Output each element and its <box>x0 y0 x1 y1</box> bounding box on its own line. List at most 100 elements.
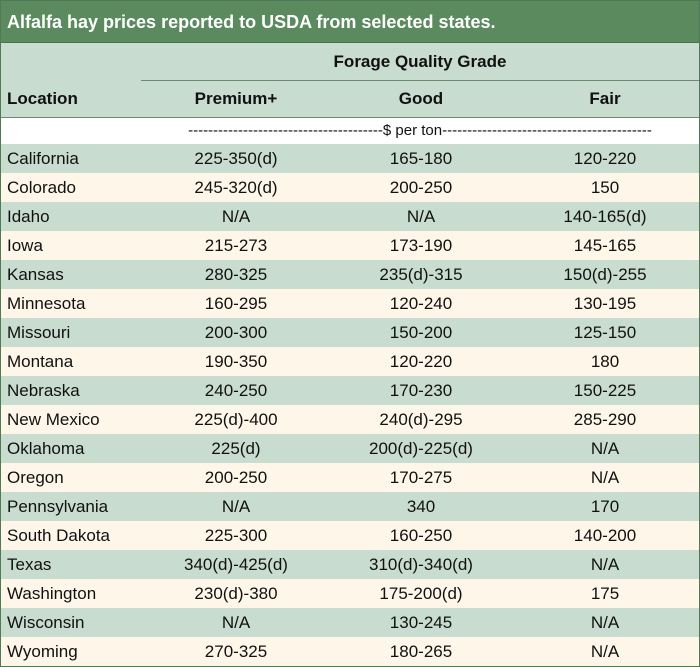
table-row: Oklahoma 225(d) 200(d)-225(d) N/A <box>1 434 699 463</box>
fair-price-cell: 130-195 <box>573 294 637 313</box>
good-price-cell: 310(d)-340(d) <box>369 555 473 574</box>
good-price-cell: 240(d)-295 <box>379 410 463 429</box>
location-cell: Colorado <box>7 178 76 197</box>
fair-price-cell: 150-225 <box>573 381 637 400</box>
premium-price-cell: 190-350 <box>204 352 268 371</box>
fair-price-cell: N/A <box>590 613 620 632</box>
forage-quality-grade-header: Forage Quality Grade <box>141 43 699 81</box>
good-price-cell: N/A <box>406 207 436 226</box>
premium-price-cell: 280-325 <box>204 265 268 284</box>
premium-price-cell: 225(d) <box>211 439 261 458</box>
table-row: South Dakota 225-300 160-250 140-200 <box>1 521 699 550</box>
table-row: Iowa 215-273 173-190 145-165 <box>1 231 699 260</box>
good-price-cell: 160-250 <box>389 526 453 545</box>
table-row: Wyoming 270-325 180-265 N/A <box>1 637 699 666</box>
fair-price-cell: N/A <box>590 642 620 661</box>
premium-price-cell: N/A <box>221 207 251 226</box>
premium-price-cell: N/A <box>221 497 251 516</box>
premium-price-cell: 200-300 <box>204 323 268 342</box>
premium-column-header: Premium+ <box>194 89 278 108</box>
good-price-cell: 120-220 <box>389 352 453 371</box>
table-row: California 225-350(d) 165-180 120-220 <box>1 144 699 173</box>
fair-price-cell: N/A <box>590 555 620 574</box>
premium-price-cell: N/A <box>221 613 251 632</box>
premium-price-cell: 225(d)-400 <box>194 410 278 429</box>
table-row: Nebraska 240-250 170-230 150-225 <box>1 376 699 405</box>
location-cell: Minnesota <box>7 294 86 313</box>
fair-column-header: Fair <box>589 89 621 108</box>
good-price-cell: 150-200 <box>389 323 453 342</box>
table-row: Idaho N/A N/A 140-165(d) <box>1 202 699 231</box>
fair-price-cell: 150(d)-255 <box>563 265 647 284</box>
good-price-cell: 170-230 <box>389 381 453 400</box>
good-price-cell: 173-190 <box>389 236 453 255</box>
good-price-cell: 130-245 <box>389 613 453 632</box>
premium-price-cell: 270-325 <box>204 642 268 661</box>
table-row: Montana 190-350 120-220 180 <box>1 347 699 376</box>
table-row: Pennsylvania N/A 340 170 <box>1 492 699 521</box>
fair-price-cell: 140-200 <box>573 526 637 545</box>
location-cell: Texas <box>7 555 52 574</box>
location-cell: Washington <box>7 584 97 603</box>
good-price-cell: 200(d)-225(d) <box>369 439 473 458</box>
fair-price-cell: 140-165(d) <box>563 207 647 226</box>
location-cell: Oklahoma <box>7 439 85 458</box>
good-price-cell: 235(d)-315 <box>379 265 463 284</box>
table-row: Washington 230(d)-380 175-200(d) 175 <box>1 579 699 608</box>
table-row: Wisconsin N/A 130-245 N/A <box>1 608 699 637</box>
table-title: Alfalfa hay prices reported to USDA from… <box>1 1 699 43</box>
price-table-body: California 225-350(d) 165-180 120-220 Colora… <box>1 144 699 666</box>
table-row: Colorado 245-320(d) 200-250 150 <box>1 173 699 202</box>
location-cell: Nebraska <box>7 381 80 400</box>
location-cell: Idaho <box>7 207 50 226</box>
location-cell: Pennsylvania <box>7 497 109 516</box>
location-cell: California <box>7 149 79 168</box>
fair-price-cell: 175 <box>590 584 620 603</box>
table-row: Oregon 200-250 170-275 N/A <box>1 463 699 492</box>
location-cell: Montana <box>7 352 74 371</box>
table-header: Forage Quality Grade Location Premium+ G… <box>1 43 699 117</box>
fair-price-cell: 180 <box>590 352 620 371</box>
table-row: Kansas 280-325 235(d)-315 150(d)-255 <box>1 260 699 289</box>
location-column-header: Location <box>7 89 78 108</box>
location-cell: South Dakota <box>7 526 111 545</box>
good-price-cell: 165-180 <box>389 149 453 168</box>
premium-price-cell: 225-300 <box>204 526 268 545</box>
fair-price-cell: N/A <box>590 468 620 487</box>
good-price-cell: 120-240 <box>389 294 453 313</box>
location-cell: Oregon <box>7 468 64 487</box>
fair-price-cell: N/A <box>590 439 620 458</box>
premium-price-cell: 200-250 <box>204 468 268 487</box>
premium-price-cell: 340(d)-425(d) <box>184 555 288 574</box>
good-price-cell: 175-200(d) <box>379 584 463 603</box>
header-divider <box>1 117 699 118</box>
fair-price-cell: 145-165 <box>573 236 637 255</box>
premium-price-cell: 160-295 <box>204 294 268 313</box>
fair-price-cell: 120-220 <box>573 149 637 168</box>
premium-price-cell: 245-320(d) <box>194 178 278 197</box>
good-price-cell: 200-250 <box>389 178 453 197</box>
fair-price-cell: 170 <box>590 497 620 516</box>
location-cell: New Mexico <box>7 410 100 429</box>
fair-price-cell: 285-290 <box>573 410 637 429</box>
location-cell: Missouri <box>7 323 71 342</box>
table-row: Minnesota 160-295 120-240 130-195 <box>1 289 699 318</box>
unit-label-row: ---------------------------------------$… <box>1 118 699 144</box>
fair-price-cell: 125-150 <box>573 323 637 342</box>
location-cell: Kansas <box>7 265 64 284</box>
table-row: New Mexico 225(d)-400 240(d)-295 285-290 <box>1 405 699 434</box>
premium-price-cell: 240-250 <box>204 381 268 400</box>
good-price-cell: 170-275 <box>389 468 453 487</box>
premium-price-cell: 215-273 <box>204 236 268 255</box>
premium-price-cell: 225-350(d) <box>194 149 278 168</box>
location-cell: Wisconsin <box>7 613 85 632</box>
price-table: California 225-350(d) 165-180 120-220 Colora… <box>1 144 699 666</box>
table-row: Missouri 200-300 150-200 125-150 <box>1 318 699 347</box>
good-price-cell: 180-265 <box>389 642 453 661</box>
premium-price-cell: 230(d)-380 <box>194 584 278 603</box>
good-column-header: Good <box>398 89 444 108</box>
location-cell: Wyoming <box>7 642 78 661</box>
location-cell: Iowa <box>7 236 43 255</box>
good-price-cell: 340 <box>406 497 436 516</box>
